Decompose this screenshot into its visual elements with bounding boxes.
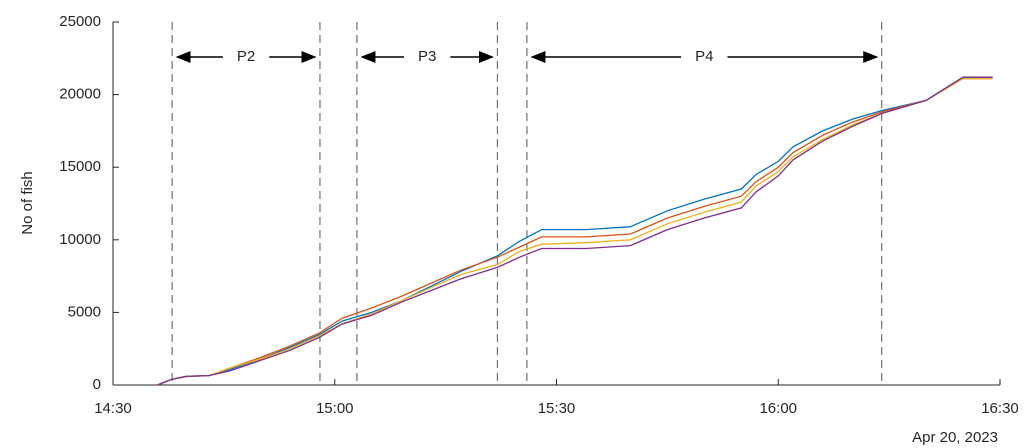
region-label: P2 [237, 48, 255, 65]
y-tick-label: 10000 [59, 231, 101, 248]
y-tick-label: 20000 [59, 86, 101, 103]
date-label: Apr 20, 2023 [912, 429, 998, 446]
x-tick-label: 15:30 [538, 400, 576, 417]
x-tick-label: 15:00 [316, 400, 354, 417]
x-tick-label: 14:30 [94, 400, 132, 417]
series-line [157, 76, 993, 386]
y-tick-label: 5000 [68, 303, 101, 320]
series-line [157, 77, 993, 386]
region-label: P3 [418, 48, 436, 65]
series-line [157, 76, 993, 386]
x-tick-label: 16:30 [981, 400, 1019, 417]
region-label: P4 [695, 48, 713, 65]
x-tick-label: 16:00 [759, 400, 797, 417]
y-tick-label: 0 [93, 376, 101, 393]
y-tick-label: 25000 [59, 13, 101, 30]
series-line [157, 77, 993, 386]
y-axis-label: No of fish [19, 171, 36, 234]
y-tick-label: 15000 [59, 158, 101, 175]
